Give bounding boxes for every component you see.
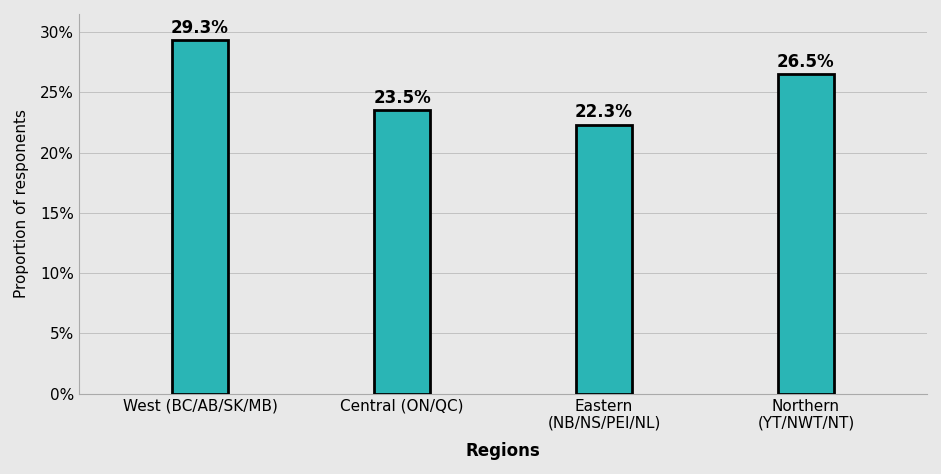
- Bar: [374, 110, 430, 394]
- Text: 26.5%: 26.5%: [777, 53, 835, 71]
- Bar: [777, 74, 835, 394]
- Bar: [172, 40, 229, 394]
- Y-axis label: Proportion of responents: Proportion of responents: [14, 109, 29, 298]
- Text: 29.3%: 29.3%: [171, 19, 229, 37]
- X-axis label: Regions: Regions: [466, 442, 540, 460]
- Text: 22.3%: 22.3%: [575, 103, 633, 121]
- Text: 23.5%: 23.5%: [374, 89, 431, 107]
- Bar: [576, 125, 632, 394]
